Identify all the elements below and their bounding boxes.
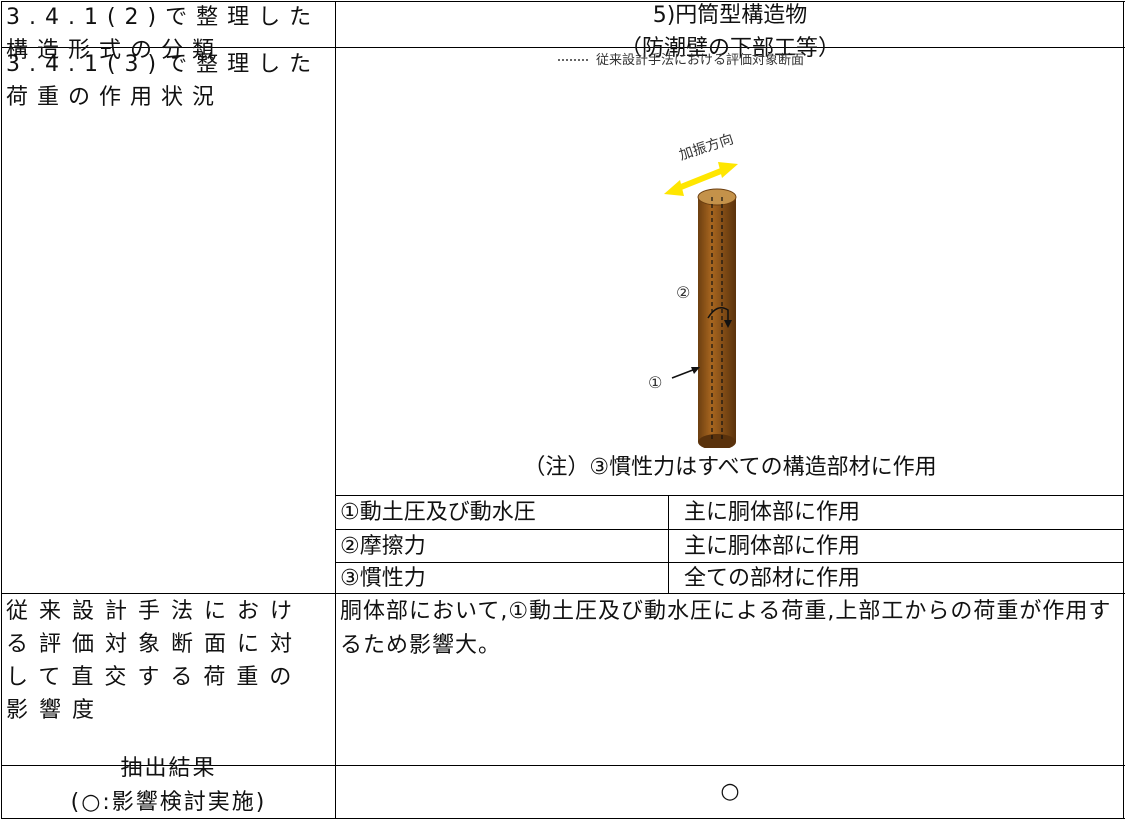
rule [1,765,1125,766]
rule [335,495,1124,496]
direction-label: 加振方向 [677,131,735,164]
rule [335,562,1124,563]
row-content: ○ [720,779,740,804]
row-label: 3.4.1(2)で整理した構造形式の分類 [6,5,321,63]
text-line: 抽出結果 [120,756,217,781]
rule [1,818,1125,819]
load-effect: 主に胴体部に作用 [684,500,861,525]
rule [668,495,669,593]
rule [1123,1,1124,819]
legend-text: 従来設計手法における評価対象断面 [596,52,804,68]
figure: 従来設計手法における評価対象断面 加振方向 ② ① [558,52,804,448]
marker-label: ① [648,373,662,392]
row-label: 従来設計手法における評価対象断面に対して直交する荷重の影響度 [6,599,304,723]
figure-note: （注）③慣性力はすべての構造部材に作用 [523,455,937,480]
text-line: (○:影響検討実施) [70,790,267,815]
text-line: （防潮壁の下部工等） [619,36,840,61]
rule [1,1,1125,2]
text-line: 5)円筒型構造物 [652,3,808,28]
row-content: 胴体部において,①動土圧及び動水圧による荷重,上部工からの荷重が作用するため影響… [340,599,1112,658]
rule [335,529,1124,530]
rule [1,1,2,819]
rule [335,1,336,819]
direction-arrow [664,162,738,196]
row-label: 3.4.1(3)で整理した荷重の作用状況 [6,52,321,110]
row-content: 5)円筒型構造物 （防潮壁の下部工等） [336,0,1124,65]
load-name: ①動土圧及び動水圧 [340,500,536,525]
rule [1,47,1125,48]
load-name: ③慣性力 [340,566,426,591]
load-effect: 全ての部材に作用 [684,566,861,591]
row-label: 抽出結果 (○:影響検討実施) [2,752,335,820]
cylinder [671,188,737,448]
marker-label: ② [676,283,690,302]
rule [1,593,1125,594]
load-name: ②摩擦力 [340,534,426,559]
load-effect: 主に胴体部に作用 [684,534,861,559]
